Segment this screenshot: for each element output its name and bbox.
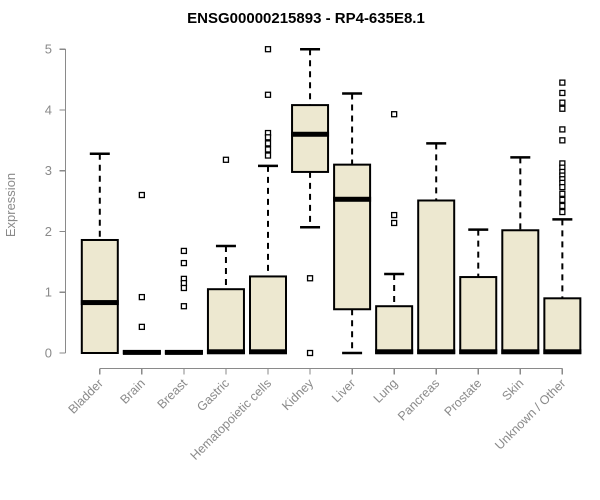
plot-area: 0 1 2 3 4 5 Bladder Brain Breast GastricHematopoi… [45, 42, 582, 463]
box-group [459, 228, 498, 355]
outlier-point [180, 247, 188, 255]
box-group [375, 111, 414, 355]
outlier-point [559, 79, 566, 86]
outlier-point [559, 105, 566, 112]
outlier-point [264, 152, 272, 159]
outlier-point [180, 259, 188, 267]
iqr-box [459, 276, 498, 354]
x-tick-label: Hematopoietic cells [188, 376, 275, 463]
y-axis: 0 1 2 3 4 5 [45, 42, 67, 361]
x-tick-label: Brain [117, 376, 148, 407]
box-group [206, 156, 245, 355]
outlier-point [559, 126, 566, 133]
outlier-point [264, 140, 272, 147]
box-group [80, 152, 119, 355]
iqr-box [501, 229, 540, 354]
y-tick-label: 0 [45, 346, 52, 361]
iqr-box [333, 163, 372, 311]
iqr-box [417, 199, 456, 354]
y-tick-label: 4 [45, 102, 52, 117]
median-bar [80, 300, 119, 306]
x-tick-label: Prostate [442, 376, 485, 419]
outlier-point [264, 91, 272, 98]
outlier-point [264, 146, 272, 153]
box-group [291, 47, 330, 357]
y-tick-label: 5 [45, 42, 52, 57]
outlier-point [559, 196, 566, 204]
outlier-point [559, 183, 566, 191]
median-bar [291, 131, 330, 137]
outlier-point [138, 323, 146, 331]
iqr-box [543, 297, 582, 355]
x-tick-label: Bladder [66, 376, 106, 416]
median-bar [459, 349, 498, 355]
outlier-point [559, 137, 566, 144]
x-tick-label: Liver [329, 376, 358, 405]
iqr-box [291, 104, 330, 173]
y-tick-label: 3 [45, 163, 52, 178]
outlier-point [559, 202, 566, 210]
outlier-point [264, 46, 272, 53]
iqr-box [249, 275, 287, 355]
iqr-box [80, 238, 119, 355]
outlier-point [559, 190, 566, 197]
median-bar [417, 349, 456, 355]
box-group [501, 156, 540, 355]
median-bar [249, 349, 287, 355]
outlier-point [222, 156, 230, 163]
outlier-point [264, 134, 272, 141]
outlier-point [390, 219, 398, 227]
outlier-point [390, 111, 398, 118]
x-tick-label: Skin [499, 376, 526, 403]
median-bar [122, 349, 161, 355]
outlier-point [138, 293, 146, 301]
median-bar [375, 349, 414, 355]
iqr-box [375, 305, 414, 355]
outlier-point [306, 275, 314, 282]
x-tick-label: Breast [155, 376, 191, 412]
outlier-point [559, 89, 566, 97]
chart-title: ENSG00000215893 - RP4-635E8.1 [187, 10, 425, 27]
x-tick-label: Kidney [279, 376, 316, 413]
box-group [249, 46, 287, 355]
box-group [417, 142, 456, 355]
outlier-point [306, 349, 314, 357]
outlier-point [180, 303, 188, 310]
y-tick-label: 2 [45, 224, 52, 239]
x-tick-label: Gastric [194, 376, 232, 414]
outlier-point [390, 211, 398, 219]
x-tick-label: Pancreas [395, 376, 442, 423]
outlier-point [138, 191, 146, 199]
box-group [543, 79, 582, 355]
median-bar [164, 349, 203, 355]
outlier-point [559, 99, 566, 106]
outlier-point [559, 208, 566, 216]
median-bar [333, 196, 372, 202]
y-tick-label: 1 [45, 285, 52, 300]
outlier-point [180, 284, 188, 292]
median-bar [206, 349, 245, 355]
iqr-box [206, 288, 245, 354]
box-group [122, 191, 161, 355]
box-group [333, 92, 372, 355]
x-tick-label: Lung [371, 376, 401, 406]
y-axis-title: Expression [3, 173, 18, 237]
x-tick-label: Unknown / Other [492, 376, 568, 452]
box-group [164, 247, 203, 355]
median-bar [501, 349, 540, 355]
median-bar [543, 349, 582, 355]
